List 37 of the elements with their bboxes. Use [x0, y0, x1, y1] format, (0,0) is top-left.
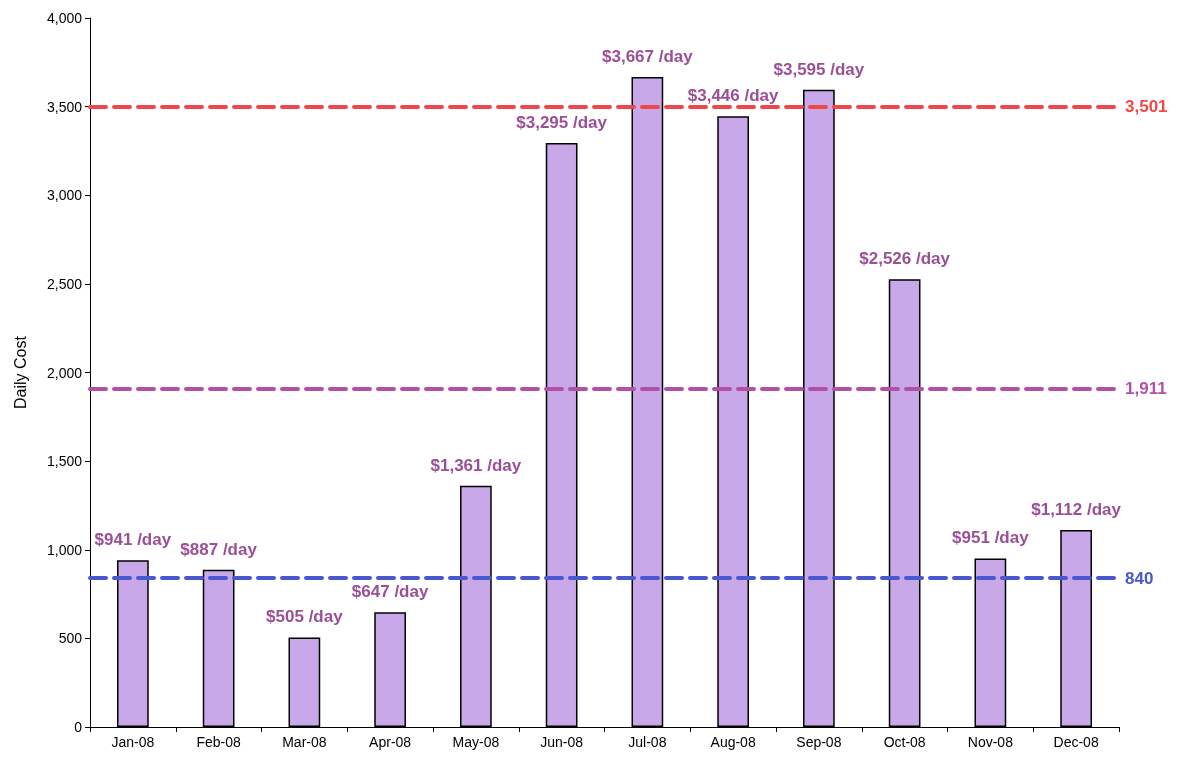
data-label: $3,667 /day	[602, 47, 694, 67]
y-tick-label: 3,500	[46, 98, 83, 115]
data-label: $941 /day	[94, 530, 172, 550]
data-label: $951 /day	[952, 528, 1030, 548]
ref-line-label: 3,501	[1125, 96, 1168, 116]
y-tick-label: 4,000	[46, 10, 83, 26]
data-label: $505 /day	[266, 607, 344, 627]
data-label: $3,295 /day	[516, 112, 608, 132]
y-tick-label: 3,000	[46, 187, 83, 204]
x-tick-label: Aug-08	[710, 734, 756, 750]
data-label: $647 /day	[351, 582, 429, 602]
x-tick-label: Apr-08	[369, 734, 412, 750]
data-label: $3,595 /day	[773, 59, 865, 79]
x-tick-label: Mar-08	[282, 734, 327, 750]
y-tick-label: 2,000	[46, 364, 83, 381]
x-tick-label: Dec-08	[1053, 734, 1099, 750]
x-tick-label: Jul-08	[628, 734, 667, 750]
x-tick-label: Nov-08	[967, 734, 1014, 750]
x-tick-label: Jun-08	[540, 734, 584, 750]
data-label: $887 /day	[180, 539, 258, 559]
data-label: $2,526 /day	[859, 249, 951, 269]
y-axis-title: Daily Cost	[11, 335, 29, 409]
y-tick-label: 2,500	[46, 275, 83, 292]
x-tick-label: Feb-08	[196, 734, 242, 750]
x-tick-label: May-08	[452, 734, 500, 750]
x-tick-label: Oct-08	[883, 734, 926, 750]
x-tick-label: Sep-08	[796, 734, 842, 750]
y-tick-label: 1,000	[46, 541, 83, 558]
data-label: $1,112 /day	[1031, 499, 1122, 519]
y-tick-label: 1,500	[46, 453, 83, 470]
ref-line-label: 1,911	[1125, 378, 1167, 398]
data-label: $3,446 /day	[687, 86, 780, 106]
y-tick-label: 500	[58, 630, 83, 647]
ref-line-label: 840	[1125, 568, 1154, 588]
y-tick-label: 0	[74, 719, 83, 735]
x-tick-label: Jan-08	[111, 734, 155, 750]
data-label: $1,361 /day	[430, 455, 522, 475]
